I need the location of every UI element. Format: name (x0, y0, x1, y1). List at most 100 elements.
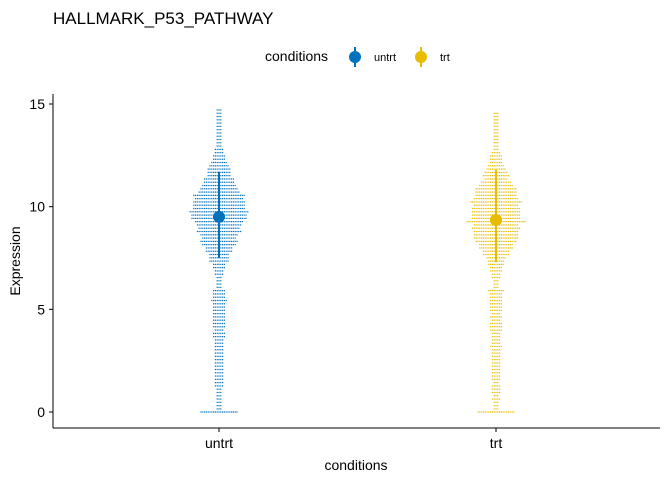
data-dot (227, 234, 229, 236)
data-dot (502, 191, 504, 193)
data-dot (497, 329, 499, 331)
series-untrt (189, 109, 249, 413)
data-dot (207, 188, 209, 190)
data-dot (491, 352, 493, 354)
data-dot (484, 224, 486, 226)
data-dot (479, 198, 481, 200)
data-dot (497, 345, 499, 348)
data-dot (493, 152, 495, 154)
data-dot (493, 273, 495, 275)
data-dot (500, 411, 502, 413)
data-dot (491, 191, 493, 193)
data-dot (211, 214, 213, 216)
data-dot (506, 201, 508, 203)
data-dot (218, 125, 220, 127)
data-dot (204, 240, 206, 242)
data-dot (213, 326, 215, 328)
data-dot (499, 260, 501, 262)
data-dot (491, 263, 493, 265)
data-dot (495, 119, 497, 121)
data-dot (511, 411, 513, 413)
data-dot (216, 296, 218, 298)
data-dot (509, 234, 511, 236)
data-dot (218, 273, 220, 275)
data-dot (223, 175, 225, 177)
data-dot (195, 214, 197, 216)
data-dot (243, 194, 245, 196)
data-dot (493, 319, 495, 321)
data-dot (475, 211, 477, 213)
data-dot (216, 122, 218, 124)
data-dot (515, 214, 517, 216)
data-dot (218, 263, 220, 265)
data-dot (481, 217, 483, 219)
data-dot (211, 207, 213, 210)
data-dot (202, 237, 204, 239)
data-dot (223, 211, 225, 213)
data-dot (493, 198, 495, 200)
data-dot (202, 194, 204, 196)
data-dot (482, 221, 484, 223)
data-dot (495, 336, 497, 338)
data-dot (204, 184, 206, 187)
data-dot (222, 227, 224, 229)
data-dot (504, 237, 506, 239)
data-dot (231, 214, 233, 216)
data-dot (509, 411, 511, 413)
data-dot (511, 221, 513, 223)
data-dot (515, 188, 517, 190)
data-dot (216, 306, 218, 308)
data-dot (506, 244, 508, 246)
data-dot (209, 171, 211, 173)
data-dot (495, 316, 497, 318)
data-dot (209, 260, 211, 262)
data-dot (214, 237, 216, 239)
data-dot (216, 168, 218, 170)
data-dot (205, 221, 207, 223)
data-dot (225, 171, 227, 173)
data-dot (214, 290, 216, 292)
data-dot (220, 135, 222, 137)
data-dot (486, 211, 488, 213)
data-dot (200, 204, 202, 206)
data-dot (491, 303, 493, 305)
data-dot (216, 309, 218, 311)
data-dot (204, 198, 206, 200)
data-dot (218, 115, 220, 118)
data-dot (499, 372, 501, 374)
data-dot (488, 247, 490, 249)
data-dot (220, 129, 222, 131)
data-dot (229, 247, 231, 249)
data-dot (216, 332, 218, 334)
data-dot (220, 329, 222, 331)
data-dot (222, 188, 224, 190)
data-dot (220, 155, 222, 157)
data-dot (223, 260, 225, 262)
data-dot (495, 395, 497, 397)
data-dot (490, 188, 492, 190)
data-dot (214, 411, 216, 413)
data-dot (225, 178, 227, 180)
data-dot (491, 273, 493, 275)
data-dot (216, 152, 218, 154)
data-dot (205, 207, 207, 210)
data-dot (502, 184, 504, 187)
data-dot (227, 181, 229, 183)
data-dot (205, 247, 207, 249)
data-dot (490, 411, 492, 413)
data-dot (213, 322, 215, 325)
data-dot (500, 316, 502, 318)
data-dot (238, 214, 240, 216)
data-dot (216, 336, 218, 338)
data-dot (198, 230, 200, 233)
data-dot (495, 145, 497, 147)
data-dot (216, 119, 218, 121)
data-dot (213, 178, 215, 180)
data-dot (488, 217, 490, 219)
data-dot (225, 161, 227, 164)
data-dot (506, 221, 508, 223)
data-dot (511, 240, 513, 242)
data-dot (218, 319, 220, 321)
data-dot (495, 168, 497, 170)
data-dot (497, 313, 499, 315)
